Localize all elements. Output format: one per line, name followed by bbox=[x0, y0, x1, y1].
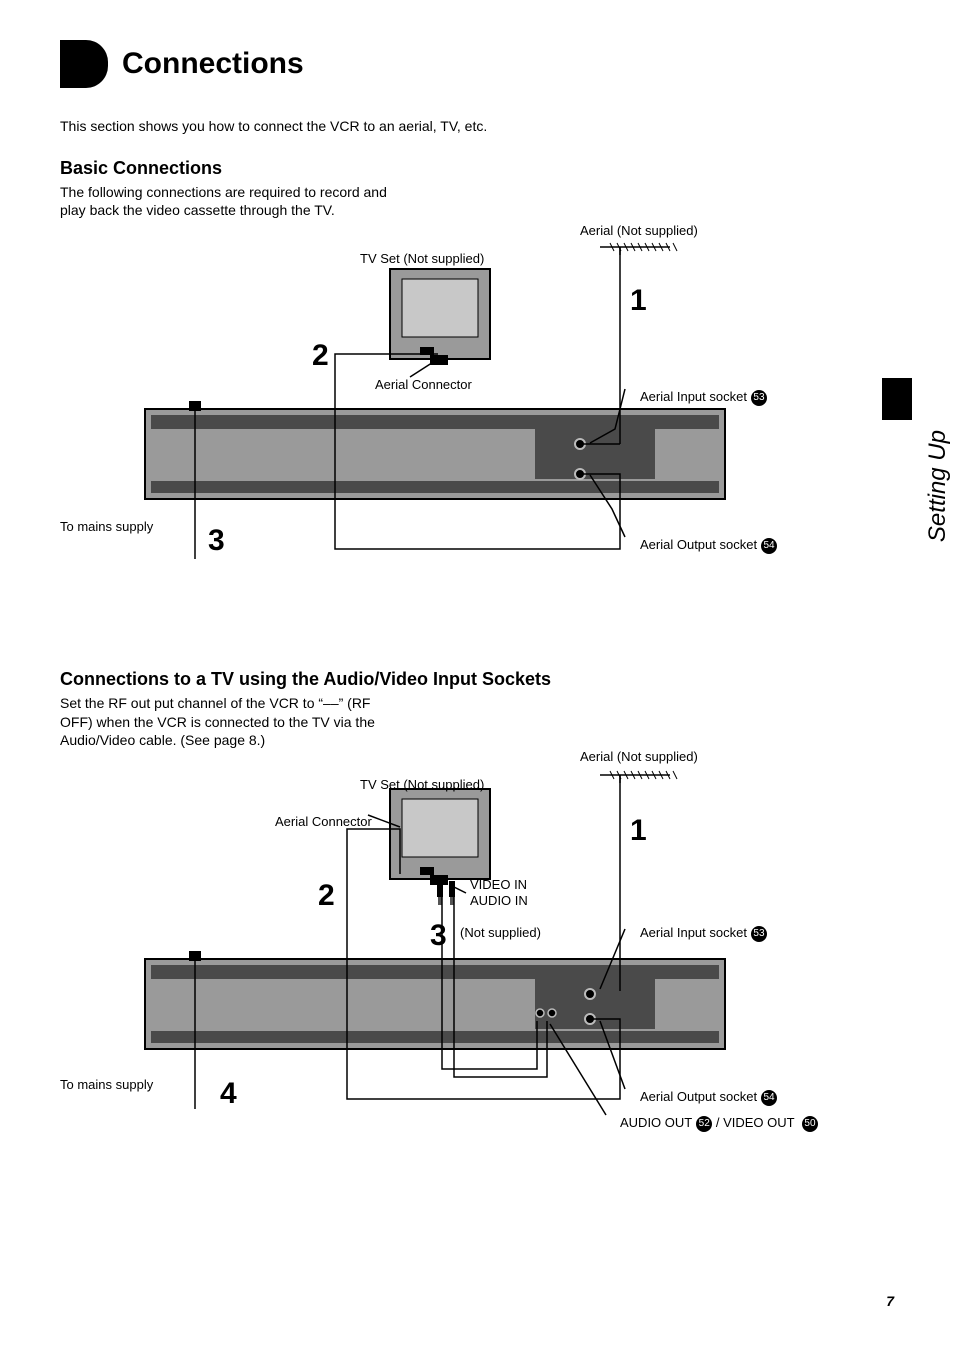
diagram-basic: TV Set (Not supplied)Aerial (Not supplie… bbox=[60, 229, 820, 579]
intro-text: This section shows you how to connect th… bbox=[60, 118, 894, 134]
step-number-3: 3 bbox=[430, 919, 447, 953]
diagram-av: TV Set (Not supplied)Aerial (Not supplie… bbox=[60, 759, 820, 1159]
section-av-heading: Connections to a TV using the Audio/Vide… bbox=[60, 669, 894, 690]
label-aerial-input-socket: Aerial Input socket53 bbox=[640, 389, 767, 406]
label-aerial-connector: Aerial Connector bbox=[275, 814, 372, 829]
label-audio-in: AUDIO IN bbox=[470, 893, 528, 908]
label-aerial: Aerial (Not supplied) bbox=[580, 223, 698, 238]
section-icon bbox=[60, 40, 108, 88]
label-to-mains: To mains supply bbox=[60, 519, 153, 534]
page-number: 7 bbox=[886, 1293, 894, 1309]
label-video-in: VIDEO IN bbox=[470, 877, 527, 892]
label-aerial-output-socket: Aerial Output socket54 bbox=[640, 1089, 777, 1106]
label-aerial-output-socket: Aerial Output socket54 bbox=[640, 537, 777, 554]
side-tab-marker bbox=[882, 378, 912, 420]
label-aerial-connector: Aerial Connector bbox=[375, 377, 472, 392]
label-tv-set: TV Set (Not supplied) bbox=[360, 777, 484, 792]
section-basic-body: The following connections are required t… bbox=[60, 183, 400, 219]
label-aerial: Aerial (Not supplied) bbox=[580, 749, 698, 764]
step-number-2: 2 bbox=[318, 879, 335, 913]
side-tab-label: Setting Up bbox=[924, 430, 952, 542]
label-aerial-input-socket: Aerial Input socket53 bbox=[640, 925, 767, 942]
section-basic-heading: Basic Connections bbox=[60, 158, 894, 179]
step-number-1: 1 bbox=[630, 814, 647, 848]
step-number-4: 4 bbox=[220, 1077, 237, 1111]
step-number-1: 1 bbox=[630, 284, 647, 318]
section-av-body: Set the RF out put channel of the VCR to… bbox=[60, 694, 400, 749]
page-title: Connections bbox=[122, 47, 304, 81]
label-to-mains: To mains supply bbox=[60, 1077, 153, 1092]
label-not-supplied: (Not supplied) bbox=[460, 925, 541, 940]
label-tv-set: TV Set (Not supplied) bbox=[360, 251, 484, 266]
label-audio-video-out: AUDIO OUT52 / VIDEO OUT 50 bbox=[620, 1115, 818, 1132]
step-number-3: 3 bbox=[208, 524, 225, 558]
step-number-2: 2 bbox=[312, 339, 329, 373]
